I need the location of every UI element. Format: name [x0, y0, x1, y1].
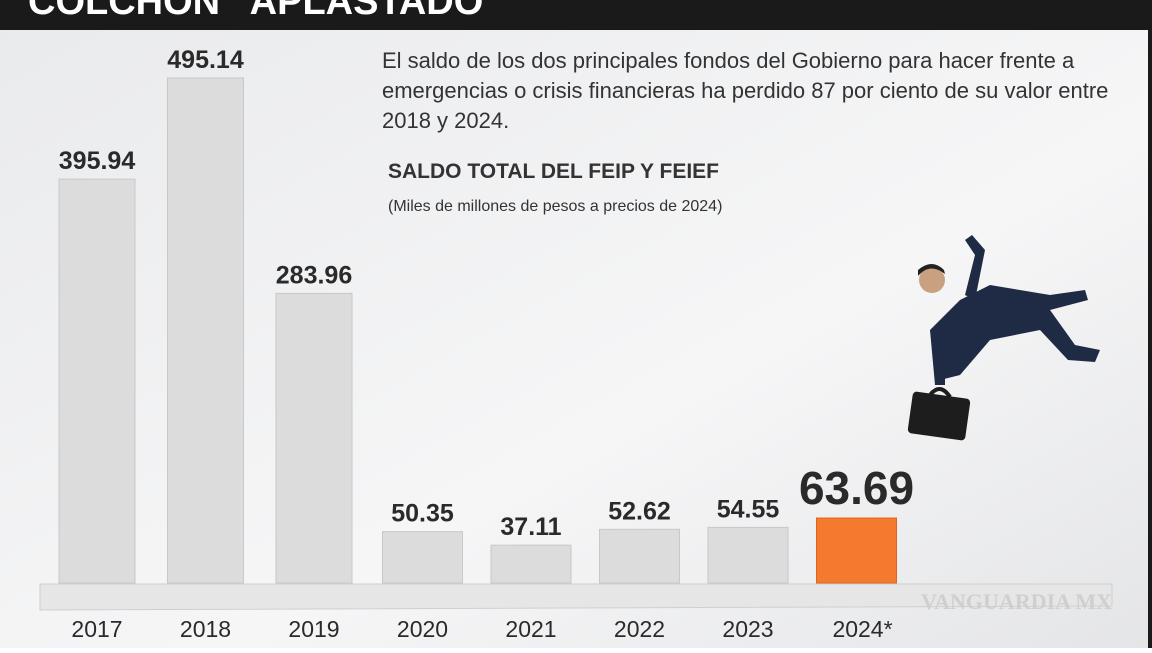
title-bar — [0, 0, 1148, 30]
chart-title: COLCHÓN “APLASTADO” — [28, 0, 502, 23]
description-box: El saldo de los dos principales fondos d… — [382, 48, 1109, 133]
value-label: 50.35 — [391, 500, 454, 528]
subtitle: SALDO TOTAL DEL FEIP Y FEIEF — [388, 160, 719, 183]
bar — [707, 526, 789, 584]
value-label: 495.14 — [167, 46, 244, 74]
x-tick-label: 2022 — [614, 616, 665, 642]
x-tick-label: 2024* — [832, 616, 892, 642]
x-tick-label: 2018 — [180, 616, 231, 642]
illustration — [907, 235, 1100, 441]
description: El saldo de los dos principales fondos d… — [382, 48, 1109, 133]
x-tick-label: 2020 — [397, 616, 448, 642]
x-tick-label: 2019 — [288, 616, 339, 642]
bar — [816, 517, 897, 584]
right-border — [1148, 0, 1152, 648]
x-tick-label: 2021 — [505, 616, 556, 642]
value-label: 283.96 — [276, 261, 352, 289]
value-label: 37.11 — [500, 513, 561, 541]
bar — [58, 178, 136, 584]
bar — [275, 292, 353, 584]
platform — [39, 583, 1113, 611]
bar — [599, 528, 680, 584]
value-label: 395.94 — [59, 147, 136, 175]
x-tick-label: 2023 — [722, 616, 773, 642]
value-label: 52.62 — [608, 497, 671, 525]
value-label: 54.55 — [717, 495, 780, 523]
x-tick-label: 2017 — [71, 616, 122, 642]
bar — [490, 544, 572, 584]
note: (Miles de millones de pesos a precios de… — [388, 198, 722, 215]
value-label: 63.69 — [799, 462, 914, 514]
bar — [167, 77, 244, 584]
bar — [382, 531, 463, 584]
watermark: VANGUARDIA MX — [921, 589, 1112, 614]
